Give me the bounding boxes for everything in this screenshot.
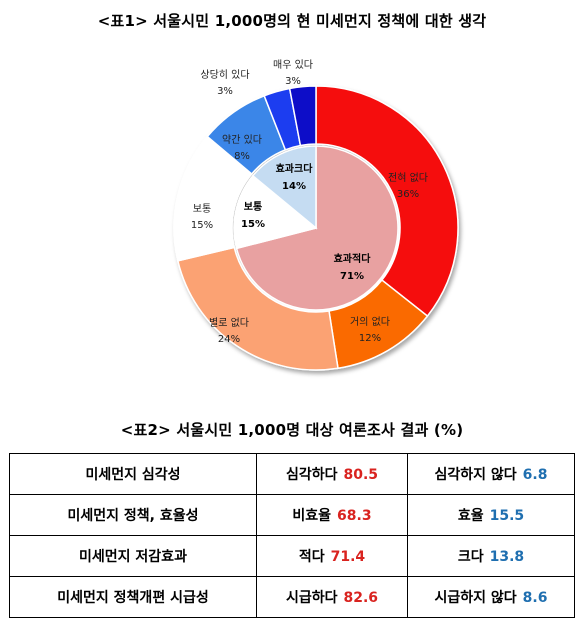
donut-chart: 전혀 없다 36% 거의 없다 12% 별로 없다 24% 보통 15% 약간 있다 8% 상당히 … xyxy=(173,59,459,371)
outer-labels: 전혀 없다 36% 거의 없다 12% 별로 없다 24% 보통 15% 약간 있다 8% 상당히 … xyxy=(191,59,428,345)
outer-slice-value-6: 3% xyxy=(285,76,301,87)
answer-b-value: 8.6 xyxy=(522,590,548,606)
inner-slice-value-1: 15% xyxy=(241,219,265,230)
outer-slice-label-5: 상당히 있다 xyxy=(200,69,249,81)
inner-pie xyxy=(233,145,399,311)
row-answer-b: 크다 13.8 xyxy=(407,535,575,577)
inner-slice-label-1: 보통 xyxy=(244,201,262,213)
outer-ring xyxy=(173,85,459,371)
row-answer-a: 비효율 68.3 xyxy=(256,494,408,536)
answer-a-value: 82.6 xyxy=(343,590,379,606)
outer-slice-0 xyxy=(315,85,459,318)
answer-a-value: 71.4 xyxy=(330,549,366,565)
outer-slice-value-5: 3% xyxy=(217,86,233,97)
table-row: 미세먼지 심각성 심각하다 80.5 심각하지 않다 6.8 xyxy=(9,453,575,495)
row-answer-b: 시급하지 않다 8.6 xyxy=(407,576,575,618)
answer-b-label: 심각하지 않다 xyxy=(434,467,517,483)
outer-slice-value-1: 12% xyxy=(359,333,381,344)
outer-slice-2 xyxy=(176,246,339,371)
inner-slice-value-2: 14% xyxy=(282,181,306,192)
outer-slice-label-3: 보통 xyxy=(193,203,211,215)
table-title: <표2> 서울시민 1,000명 대상 여론조사 결과 (%) xyxy=(120,421,464,439)
answer-a-label: 심각하다 xyxy=(285,467,338,483)
outer-slice-value-0: 36% xyxy=(397,189,419,200)
row-topic: 미세먼지 정책개편 시급성 xyxy=(9,576,257,618)
answer-b-value: 6.8 xyxy=(522,467,548,483)
table-row: 미세먼지 정책개편 시급성 시급하다 82.6 시급하지 않다 8.6 xyxy=(9,576,575,618)
table-row: 미세먼지 정책, 효율성 비효율 68.3 효율 15.5 xyxy=(9,494,575,536)
answer-a-value: 80.5 xyxy=(343,467,379,483)
outer-slice-label-6: 매우 있다 xyxy=(273,59,313,71)
row-topic: 미세먼지 정책, 효율성 xyxy=(9,494,257,536)
outer-slice-label-2: 별로 없다 xyxy=(209,316,249,329)
answer-a-label: 적다 xyxy=(298,549,325,565)
table-row: 미세먼지 저감효과 적다 71.4 크다 13.8 xyxy=(9,535,575,577)
outer-slice-6 xyxy=(288,85,317,147)
inner-slice-2 xyxy=(251,145,317,230)
inner-slice-0 xyxy=(235,145,399,311)
answer-a-label: 시급하다 xyxy=(285,590,338,606)
row-answer-b: 효율 15.5 xyxy=(407,494,575,536)
outer-slice-value-2: 24% xyxy=(218,334,240,345)
answer-b-label: 크다 xyxy=(457,549,484,565)
outer-slice-label-1: 거의 없다 xyxy=(350,315,390,328)
answer-b-label: 효율 xyxy=(457,508,484,524)
chart-title: <표1> 서울시민 1,000명의 현 미세먼지 정책에 대한 생각 xyxy=(97,12,487,30)
inner-slice-1 xyxy=(233,174,318,250)
row-answer-a: 적다 71.4 xyxy=(256,535,408,577)
row-topic: 미세먼지 심각성 xyxy=(9,453,257,495)
answer-a-value: 68.3 xyxy=(337,508,372,524)
inner-slice-label-0: 효과적다 xyxy=(334,252,372,265)
row-answer-a: 심각하다 80.5 xyxy=(256,453,408,495)
outer-slice-label-4: 약간 있다 xyxy=(222,134,262,146)
answer-b-value: 13.8 xyxy=(489,549,525,565)
answer-b-label: 시급하지 않다 xyxy=(434,590,517,606)
row-answer-a: 시급하다 82.6 xyxy=(256,576,408,618)
inner-slice-value-0: 71% xyxy=(340,271,364,282)
outer-slice-value-4: 8% xyxy=(234,151,250,162)
answer-b-value: 15.5 xyxy=(489,508,525,524)
inner-labels: 효과적다 71% 보통 15% 효과크다 14% xyxy=(241,162,371,282)
row-topic: 미세먼지 저감효과 xyxy=(9,535,257,577)
row-answer-b: 심각하지 않다 6.8 xyxy=(407,453,575,495)
answer-a-label: 비효율 xyxy=(292,508,332,524)
outer-slice-label-0: 전혀 없다 xyxy=(388,171,428,184)
outer-slice-value-3: 15% xyxy=(191,220,213,231)
inner-slice-label-2: 효과크다 xyxy=(276,162,314,175)
survey-results-table: 미세먼지 심각성 심각하다 80.5 심각하지 않다 6.8 미세먼지 정책, 효율… xyxy=(9,453,575,618)
